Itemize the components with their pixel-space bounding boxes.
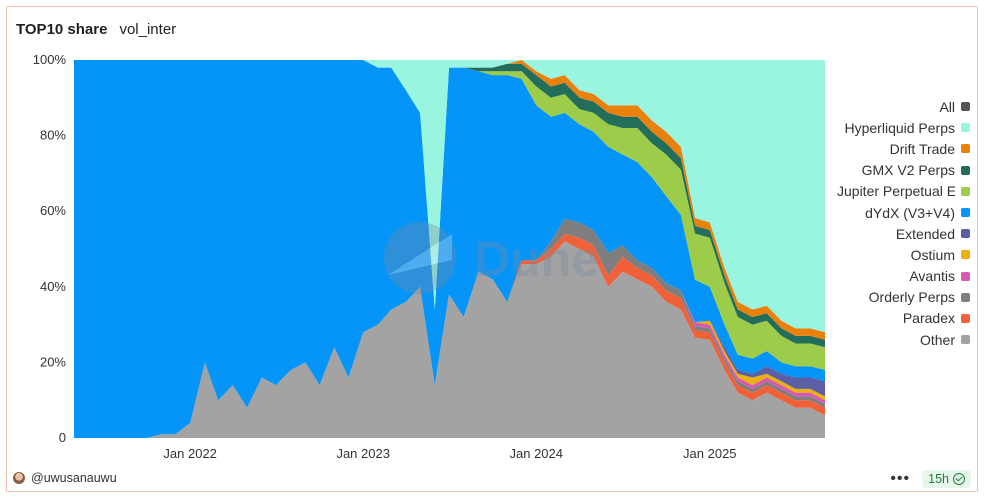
refresh-time: 15h [928, 472, 949, 486]
dune-watermark-text: Dune [474, 231, 599, 287]
legend-item[interactable]: dYdX (V3+V4) [770, 202, 970, 223]
chart-header: TOP10 share vol_inter [16, 19, 176, 39]
legend-item[interactable]: Jupiter Perpetual Exchange [770, 181, 970, 202]
legend-swatch [961, 102, 970, 112]
legend-label: Paradex [902, 310, 955, 327]
legend-swatch [961, 208, 970, 218]
legend-swatch [961, 229, 970, 239]
y-tick-label: 80% [40, 128, 66, 143]
dune-watermark: Dune [384, 222, 599, 294]
legend-label: Avantis [909, 268, 955, 285]
y-tick-label: 40% [40, 279, 66, 294]
author-handle[interactable]: @uwusanauwu [31, 471, 117, 485]
legend-swatch [961, 292, 970, 302]
legend-item[interactable]: Extended [770, 223, 970, 244]
area-series-dydx-v3-v4[interactable] [74, 60, 825, 438]
legend-label: Drift Trade [889, 140, 955, 157]
x-tick-label: Jan 2023 [336, 446, 390, 461]
refresh-badge[interactable]: 15h [922, 470, 971, 488]
chart-title: TOP10 share [16, 20, 108, 38]
footer-actions: ••• 15h [890, 470, 971, 488]
chart-legend: All Hyperliquid Perps Drift Trade GMX V2 Pe… [770, 96, 970, 350]
y-tick-label: 100% [33, 52, 67, 67]
legend-label: Other [919, 331, 955, 348]
legend-swatch [961, 313, 970, 323]
legend-item[interactable]: Ostium [770, 244, 970, 265]
legend-item[interactable]: Drift Trade [770, 138, 970, 159]
author-info[interactable]: @uwusanauwu [13, 471, 117, 485]
area-series-other[interactable] [74, 241, 825, 438]
legend-swatch [961, 186, 970, 196]
x-axis: Jan 2022 Jan 2023 Jan 2024 Jan 2025 [163, 446, 736, 461]
y-tick-label: 60% [40, 203, 66, 218]
legend-label: GMX V2 Perps [861, 162, 955, 179]
area-series-drift-trade[interactable] [74, 60, 825, 340]
chart-subtitle: vol_inter [119, 20, 177, 38]
area-series-jupiter-perpetual-exchange[interactable] [74, 60, 825, 370]
ellipsis-icon[interactable]: ••• [890, 470, 911, 487]
area-series-hyperliquid-perps[interactable] [74, 60, 825, 333]
chart-areas [74, 60, 825, 438]
y-tick-label: 20% [40, 354, 66, 369]
legend-item[interactable]: GMX V2 Perps [770, 160, 970, 181]
legend-item[interactable]: Hyperliquid Perps [770, 117, 970, 138]
dune-logo-icon [384, 222, 456, 294]
dune-logo-slash [388, 234, 452, 275]
avatar [13, 472, 25, 484]
legend-swatch [961, 271, 970, 281]
x-tick-label: Jan 2025 [683, 446, 737, 461]
legend-label: dYdX (V3+V4) [865, 204, 955, 221]
y-tick-label: 0 [59, 430, 66, 445]
legend-item[interactable]: All [770, 96, 970, 117]
legend-label: Orderly Perps [868, 289, 955, 306]
legend-swatch [961, 335, 970, 345]
legend-swatch [961, 123, 970, 133]
legend-label: Hyperliquid Perps [844, 119, 956, 136]
check-circle-icon [953, 473, 965, 485]
legend-label: Ostium [910, 246, 955, 263]
legend-item[interactable]: Orderly Perps [770, 287, 970, 308]
legend-label: Extended [895, 225, 955, 242]
legend-item[interactable]: Avantis [770, 266, 970, 287]
legend-item[interactable]: Paradex [770, 308, 970, 329]
legend-swatch [961, 250, 970, 260]
area-series-gmx-v2-perps[interactable] [74, 60, 825, 348]
legend-label: All [939, 98, 955, 115]
x-tick-label: Jan 2024 [510, 446, 564, 461]
legend-swatch [961, 144, 970, 154]
y-axis: 0 20% 40% 60% 80% 100% [33, 52, 67, 445]
x-tick-label: Jan 2022 [163, 446, 217, 461]
legend-item[interactable]: Other [770, 329, 970, 350]
legend-swatch [961, 165, 970, 175]
legend-label: Jupiter Perpetual Exchange [837, 183, 955, 200]
